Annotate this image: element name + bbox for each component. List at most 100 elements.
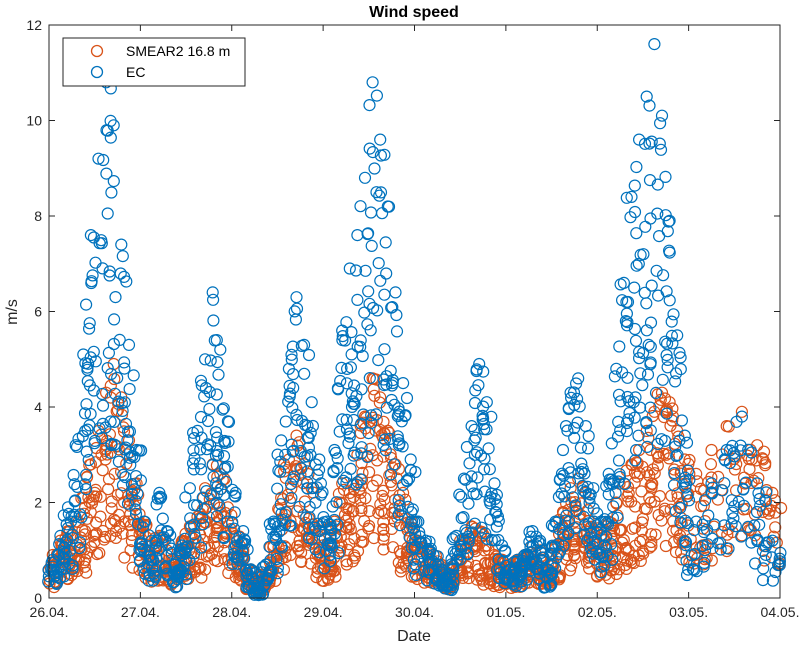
ec-cloud-point <box>506 577 519 591</box>
smear2-cloud-point <box>344 493 357 506</box>
smear2-cloud-point <box>293 539 306 552</box>
ec-cloud-point <box>658 434 672 447</box>
ec-cloud-point <box>465 470 478 483</box>
ec-cloud-point <box>351 476 364 489</box>
ec-cloud-point <box>64 515 78 528</box>
ec-point <box>690 515 703 528</box>
ec-cloud-point <box>629 444 643 457</box>
ec-cloud-point <box>116 479 130 492</box>
ec-cloud-point <box>570 392 584 405</box>
ec-cloud-point <box>614 424 627 437</box>
ec-cloud-point <box>284 519 297 532</box>
ec-cloud-point <box>226 515 239 529</box>
x-tick-label: 03.05. <box>669 604 708 620</box>
ec-cloud-point <box>702 509 715 522</box>
ec-cloud-point <box>523 525 536 539</box>
ec-cloud-point <box>263 517 276 531</box>
ec-cloud-point <box>766 574 780 587</box>
ec-cloud-point <box>485 487 498 500</box>
ec-cloud-point <box>661 353 674 366</box>
ec-cloud-point <box>334 374 347 388</box>
ec-cloud-point <box>706 481 719 494</box>
ec-point <box>199 353 212 366</box>
ec-cloud-point <box>87 384 101 397</box>
ec-cloud-point <box>348 397 361 411</box>
ec-cloud-point <box>368 162 381 175</box>
ec-cloud-point <box>563 475 577 489</box>
ec-cloud-point <box>86 269 99 282</box>
ec-cloud-point <box>674 516 687 529</box>
ec-point <box>465 420 478 433</box>
smear2-cloud-point <box>378 507 391 520</box>
ec-cloud-point <box>311 468 324 481</box>
ec-cloud-point <box>123 451 136 464</box>
ec-cloud-point <box>651 207 664 220</box>
ec-point <box>610 362 623 375</box>
ec-cloud-point <box>679 478 693 491</box>
ec-cloud-point <box>263 540 276 553</box>
ec-cloud-point <box>378 343 391 356</box>
ec-cloud-point <box>666 337 679 350</box>
smear2-cloud-point <box>756 505 770 518</box>
smear2-cloud-point <box>317 574 330 588</box>
ec-cloud-point <box>363 372 376 385</box>
ec-cloud-point <box>329 446 342 459</box>
ec-cloud-point <box>356 349 369 363</box>
smear2-cloud-point <box>95 448 108 461</box>
ec-cloud-point <box>751 533 764 546</box>
ec-cloud-point <box>57 545 71 558</box>
ec-cloud-point <box>485 533 498 547</box>
ec-cloud-point <box>667 479 681 492</box>
y-tick-label: 2 <box>34 495 42 511</box>
smear2-cloud-point <box>635 485 648 498</box>
ec-cloud-point <box>687 523 701 537</box>
ec-cloud-point <box>306 419 319 433</box>
y-tick-label: 6 <box>34 304 42 320</box>
ec-point <box>397 377 410 390</box>
ec-cloud-point <box>222 415 236 428</box>
ec-cloud-point <box>289 313 302 326</box>
x-axis: 26.04. 27.04. 28.04. 29.04. 30.04. 01.05. 02.0… <box>30 25 799 620</box>
smear2-cloud-point <box>340 521 353 534</box>
ec-cloud-point <box>285 353 298 366</box>
ec-cloud-point <box>108 438 121 451</box>
ec-cloud-point <box>95 234 108 247</box>
smear2-cloud-point <box>377 529 390 542</box>
smear2-cloud-point <box>563 564 577 577</box>
smear2-cloud-point <box>118 551 131 564</box>
ec-cloud-point <box>459 541 473 555</box>
ec-cloud-point <box>295 462 308 475</box>
ec-cloud-point <box>499 545 512 559</box>
ec-cloud-point <box>573 400 586 413</box>
smear2-cloud-point <box>111 404 125 417</box>
ec-cloud-point <box>662 215 675 228</box>
ec-cloud-point <box>644 340 657 353</box>
smear2-cloud-point <box>88 535 101 549</box>
smear2-cloud-point <box>338 508 352 521</box>
ec-cloud-point <box>73 541 86 555</box>
ec-cloud-point <box>100 167 113 180</box>
ec-cloud-point <box>756 573 770 587</box>
smear2-cloud-point <box>479 540 492 553</box>
ec-cloud-point <box>331 462 344 475</box>
ec-cloud-point <box>636 346 650 360</box>
ec-cloud-point <box>629 454 642 467</box>
ec-cloud-point <box>107 175 120 188</box>
ec-cloud-point <box>748 519 761 532</box>
ec-cloud-point <box>121 434 134 447</box>
ec-cloud-point <box>301 419 314 432</box>
ec-cloud-point <box>546 559 559 572</box>
ec-cloud-point <box>83 317 96 330</box>
ec-cloud-point <box>370 89 383 102</box>
smear2-cloud-point <box>574 497 588 510</box>
ec-cloud-point <box>355 383 368 396</box>
ec-cloud-point <box>82 322 96 335</box>
ec-cloud-point <box>650 264 663 277</box>
ec-cloud-point <box>640 324 653 337</box>
ec-cloud-point <box>221 515 234 528</box>
ec-cloud-point <box>599 530 613 543</box>
ec-cloud-point <box>80 445 93 458</box>
x-tick-label: 26.04. <box>30 604 69 620</box>
ec-cloud-point <box>104 415 117 428</box>
ec-cloud-point <box>645 279 658 292</box>
